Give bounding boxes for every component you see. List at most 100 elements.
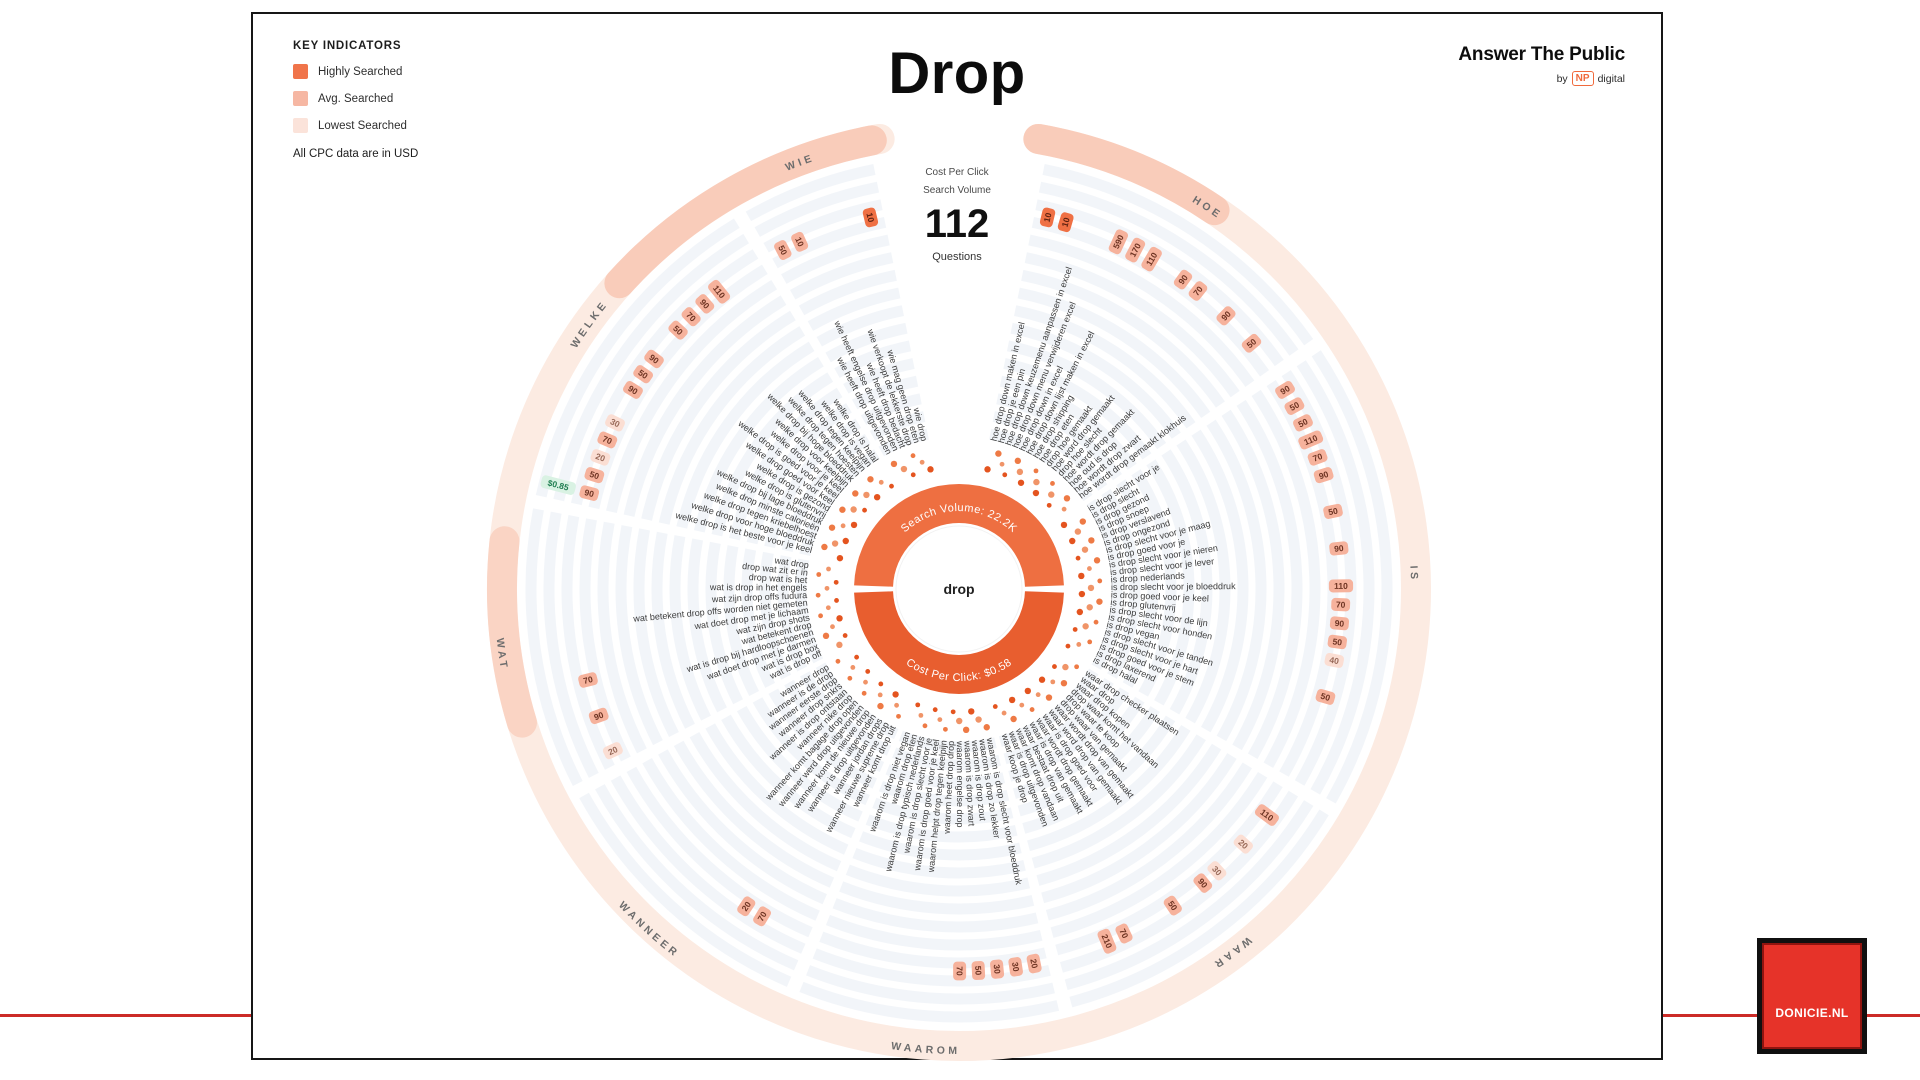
grid-ring: [1003, 358, 1152, 460]
question-label[interactable]: drop wat is het: [749, 572, 808, 585]
volume-dot: [1048, 491, 1055, 498]
grid-ring: [658, 749, 827, 905]
volume-dot: [1035, 692, 1041, 698]
search-volume-badge: 50: [1163, 895, 1182, 916]
volume-dot: [1062, 663, 1069, 671]
question-label[interactable]: waarom heet drop drop: [942, 741, 956, 835]
search-volume-badge: 40: [1324, 652, 1345, 668]
volume-dot: [1061, 506, 1067, 512]
question-label[interactable]: waarom engelse drop: [955, 740, 965, 828]
question-label[interactable]: is drop goed voor je keel: [1111, 590, 1209, 604]
volume-dot: [861, 690, 867, 696]
search-volume-badge: 30: [1207, 861, 1227, 881]
grid-ring: [1010, 322, 1181, 439]
search-volume-badge: 170: [1125, 237, 1146, 263]
legend-title: KEY INDICATORS: [293, 40, 402, 52]
volume-dot: [833, 579, 839, 585]
search-volume-badge: 50: [774, 240, 792, 261]
grid-ring: [754, 181, 880, 237]
volume-dot: [1076, 608, 1084, 616]
volume-dot: [1038, 676, 1046, 683]
volume-dot: [836, 554, 844, 562]
grid-ring: [1296, 360, 1375, 795]
svg-text:90: 90: [1334, 618, 1345, 629]
question-label[interactable]: wat zijn drop offs fudura: [711, 590, 808, 604]
grid-ring: [1311, 350, 1393, 804]
svg-text:10: 10: [864, 212, 876, 224]
search-volume-badge: 110: [1141, 246, 1162, 272]
question-label[interactable]: waarom is drop zwart: [962, 740, 976, 827]
legend-item-lowest-searched: Lowest Searched: [293, 118, 418, 133]
volume-dot: [1063, 495, 1071, 502]
search-volume-badge: 50: [1241, 333, 1262, 353]
search-volume-badge: 20: [737, 896, 756, 917]
center-donut: [854, 590, 1064, 694]
question-label[interactable]: wat is drop in het engels: [709, 582, 808, 592]
question-wheel: HOE IS WAAR WAAROM WANNEER WAT WELKE WIE hoe dro…: [253, 14, 1665, 1062]
svg-text:70: 70: [1336, 599, 1346, 609]
search-volume-badge: 90: [623, 380, 643, 399]
grid-ring: [777, 555, 808, 672]
svg-text:50: 50: [973, 966, 983, 976]
volume-dot: [892, 691, 899, 698]
grid-ring: [745, 164, 876, 222]
search-volume-badge: 70: [1115, 923, 1133, 944]
volume-dot: [831, 540, 839, 547]
center-hub: [895, 525, 1023, 653]
band-accent: [1023, 123, 1230, 226]
grid-ring: [615, 525, 663, 746]
volume-dot: [1060, 679, 1068, 687]
legend-item-highly-searched: Highly Searched: [293, 64, 418, 79]
svg-text:50: 50: [1327, 506, 1339, 518]
volume-dot: [847, 675, 853, 681]
grid-ring: [595, 784, 799, 971]
volume-dot: [828, 524, 836, 531]
volume-dot: [975, 716, 982, 723]
volume-dot: [910, 453, 916, 459]
grid-ring: [781, 234, 890, 284]
search-volume-badge: 30: [1008, 957, 1023, 977]
volume-dot: [1078, 590, 1086, 598]
legend-label: Avg. Searched: [318, 92, 394, 105]
grid-ring: [651, 531, 695, 729]
volume-dot: [1079, 518, 1087, 525]
grid-ring: [561, 515, 615, 770]
search-volume-badge: 50: [668, 320, 688, 340]
svg-text:50: 50: [776, 244, 789, 257]
search-volume-badge: 10: [862, 207, 879, 228]
volume-dot: [927, 466, 934, 473]
volume-dot: [1087, 566, 1092, 571]
grid-ring: [1161, 449, 1213, 715]
question-label[interactable]: is drop nederlands: [1110, 570, 1185, 584]
volume-dot: [1014, 457, 1022, 465]
grid-ring: [641, 310, 796, 521]
grid-ring: [1176, 439, 1231, 724]
svg-text:10: 10: [1060, 216, 1072, 228]
grid-ring: [843, 358, 915, 394]
grid-ring: [1024, 252, 1240, 398]
volume-dot: [910, 472, 916, 478]
grid-ring: [825, 322, 908, 363]
search-volume-badge: 70: [681, 307, 701, 327]
volume-dot: [835, 658, 841, 664]
volume-dot: [836, 641, 843, 649]
svg-text:70: 70: [955, 966, 965, 976]
volume-dot: [818, 613, 823, 619]
svg-text:90: 90: [593, 710, 605, 723]
grid-ring: [898, 730, 997, 753]
volume-dot: [900, 465, 908, 473]
volume-dot: [918, 712, 924, 718]
volume-dot: [889, 483, 894, 489]
search-volume-badge: 210: [1097, 928, 1117, 954]
volume-dot: [1060, 521, 1068, 529]
volume-dot: [1029, 707, 1035, 712]
volume-dot: [878, 479, 884, 485]
grid-ring: [1008, 687, 1130, 782]
volume-dot: [1078, 572, 1085, 580]
grid-ring: [1131, 469, 1177, 697]
grid-ring: [1206, 419, 1267, 742]
volume-dot: [1087, 584, 1095, 592]
question-label[interactable]: is drop slecht voor je bloeddruk: [1111, 581, 1236, 592]
search-volume-badge: 90: [588, 707, 609, 725]
